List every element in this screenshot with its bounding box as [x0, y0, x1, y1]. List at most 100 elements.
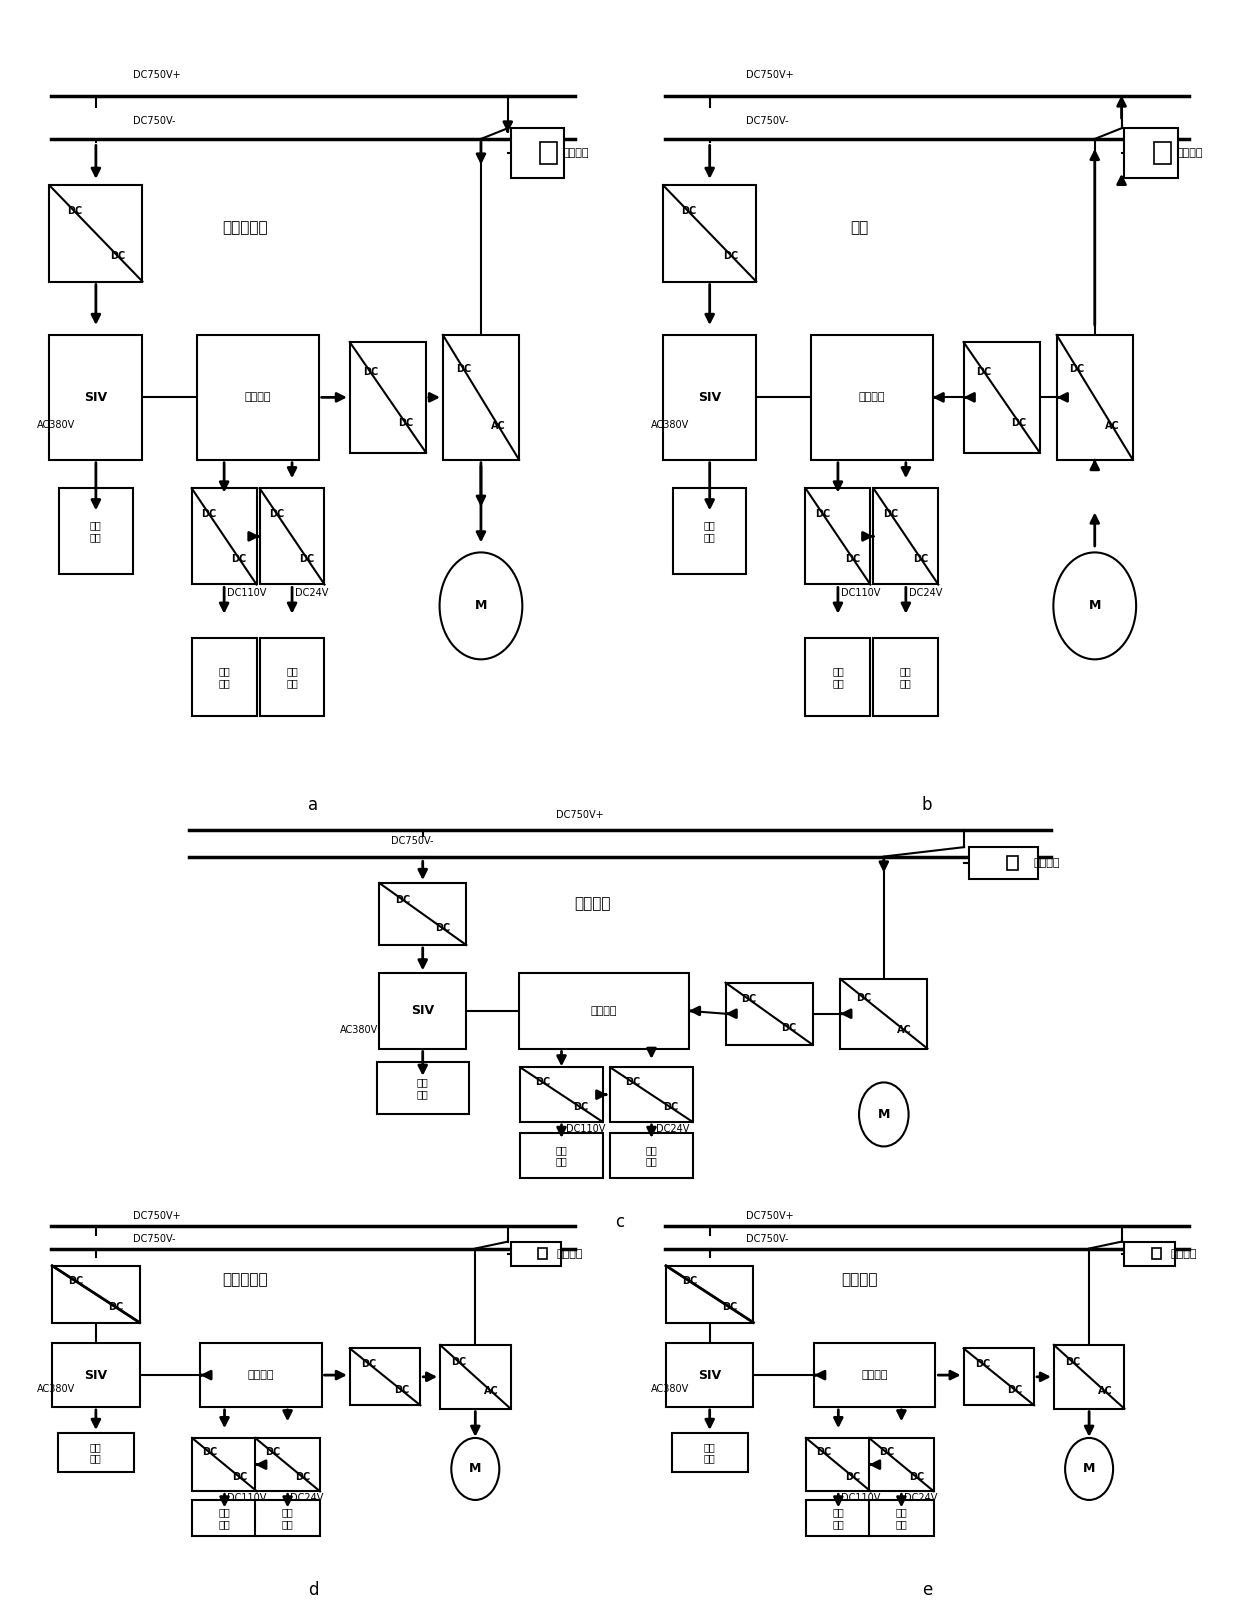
Text: DC: DC: [856, 993, 872, 1003]
Text: 储能系统: 储能系统: [248, 1370, 274, 1379]
Text: 制动电阻: 制动电阻: [562, 149, 589, 159]
Text: DC: DC: [299, 554, 315, 564]
Text: DC750V+: DC750V+: [746, 1211, 794, 1221]
Text: DC750V+: DC750V+: [133, 70, 180, 80]
Bar: [541, 143, 558, 165]
Text: DC110V: DC110V: [567, 1125, 605, 1134]
Text: DC: DC: [883, 509, 899, 519]
Text: DC: DC: [269, 509, 285, 519]
Circle shape: [439, 553, 522, 660]
Text: 交流
负载: 交流 负载: [704, 1442, 715, 1463]
Text: DC750V+: DC750V+: [133, 1211, 180, 1221]
Text: DC: DC: [1070, 364, 1085, 373]
Bar: [52, 1342, 140, 1407]
Text: 直流
负载: 直流 负载: [281, 1507, 294, 1528]
Bar: [806, 1439, 870, 1491]
Text: DC24V: DC24V: [290, 1493, 324, 1503]
Text: 直流
负载: 直流 负载: [646, 1145, 657, 1166]
Bar: [201, 1342, 321, 1407]
Bar: [197, 335, 319, 460]
Text: AC380V: AC380V: [37, 420, 74, 429]
Text: 制动电阻: 制动电阻: [1033, 859, 1060, 868]
Text: SIV: SIV: [698, 1368, 722, 1381]
Text: 直流
负载: 直流 负载: [900, 666, 911, 687]
Text: e: e: [921, 1581, 932, 1599]
Bar: [192, 1439, 257, 1491]
Text: DC: DC: [816, 1447, 831, 1458]
Text: 交流
负载: 交流 负载: [91, 521, 102, 541]
Text: DC: DC: [393, 1384, 409, 1395]
Text: 启动与加速: 启动与加速: [223, 221, 268, 235]
Bar: [520, 974, 689, 1049]
Circle shape: [1065, 1439, 1114, 1499]
Circle shape: [859, 1083, 909, 1147]
Text: 制动电阻: 制动电阻: [1176, 149, 1203, 159]
Bar: [52, 1266, 140, 1323]
Text: 储能系统: 储能系统: [590, 1006, 618, 1016]
Bar: [968, 847, 1038, 879]
Bar: [663, 186, 756, 282]
Text: 应急供电: 应急供电: [841, 1272, 878, 1286]
Bar: [511, 1242, 562, 1266]
Bar: [538, 1248, 547, 1259]
Text: DC: DC: [975, 1358, 991, 1368]
Text: DC750V-: DC750V-: [391, 836, 433, 846]
Text: 储能系统: 储能系统: [858, 392, 885, 402]
Bar: [806, 638, 870, 716]
Bar: [869, 1439, 934, 1491]
Text: 直流
负载: 直流 负载: [556, 1145, 568, 1166]
Text: AC380V: AC380V: [651, 420, 688, 429]
Text: 直流
负载: 直流 负载: [895, 1507, 908, 1528]
Text: DC: DC: [723, 250, 739, 261]
Text: DC: DC: [451, 1357, 466, 1367]
Bar: [192, 638, 257, 716]
Bar: [1056, 335, 1133, 460]
Text: DC24V: DC24V: [295, 588, 329, 598]
Text: 储能系统: 储能系统: [862, 1370, 888, 1379]
Text: AC: AC: [1105, 421, 1120, 431]
Text: DC: DC: [573, 1102, 588, 1112]
Text: DC: DC: [232, 554, 247, 564]
Bar: [377, 1062, 469, 1115]
Bar: [521, 1067, 603, 1121]
Circle shape: [451, 1439, 500, 1499]
Bar: [1152, 1248, 1161, 1259]
Text: DC: DC: [265, 1447, 280, 1458]
Bar: [259, 489, 325, 585]
Text: DC: DC: [396, 894, 410, 905]
Text: DC110V: DC110V: [227, 588, 267, 598]
Text: DC: DC: [909, 1472, 924, 1482]
Text: DC: DC: [846, 1472, 861, 1482]
Text: AC: AC: [1097, 1386, 1112, 1397]
Text: DC750V-: DC750V-: [746, 1234, 789, 1243]
Text: DC: DC: [68, 1277, 83, 1286]
Bar: [841, 979, 928, 1049]
Text: DC: DC: [913, 554, 929, 564]
Text: 站间停车: 站间停车: [574, 896, 611, 912]
Bar: [963, 1349, 1034, 1405]
Bar: [806, 489, 870, 585]
Bar: [666, 1266, 754, 1323]
Bar: [811, 335, 932, 460]
Text: M: M: [1083, 1463, 1095, 1475]
Text: M: M: [1089, 599, 1101, 612]
Bar: [873, 638, 939, 716]
Text: 交流
负载: 交流 负载: [704, 521, 715, 541]
Bar: [663, 335, 756, 460]
Bar: [50, 335, 143, 460]
Text: DC24V: DC24V: [904, 1493, 937, 1503]
Text: DC: DC: [361, 1358, 377, 1368]
Text: SIV: SIV: [698, 391, 722, 404]
Bar: [610, 1067, 693, 1121]
Text: 交流
负载: 交流 负载: [417, 1077, 429, 1099]
Bar: [673, 489, 746, 574]
Bar: [379, 974, 466, 1049]
Bar: [60, 489, 133, 574]
Bar: [806, 1499, 870, 1536]
Text: d: d: [308, 1581, 319, 1599]
Text: DC: DC: [781, 1024, 797, 1033]
Text: DC: DC: [435, 923, 450, 934]
Text: DC750V-: DC750V-: [133, 1234, 175, 1243]
Bar: [379, 883, 466, 945]
Bar: [440, 1346, 511, 1408]
